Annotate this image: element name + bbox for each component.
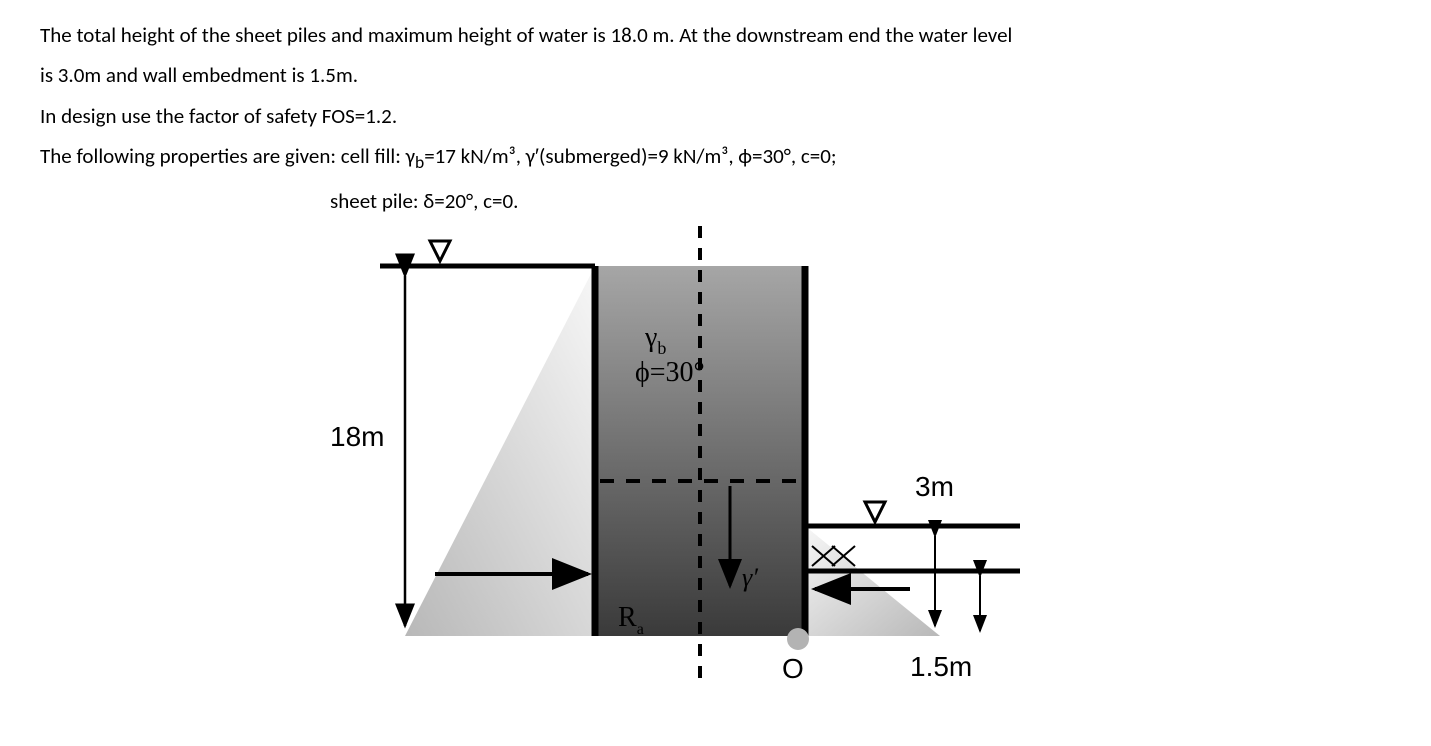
label-3m: 3m — [915, 471, 954, 502]
phi-label: ϕ=30° — [635, 357, 705, 388]
height-label: 18m — [330, 421, 384, 452]
label-o: O — [782, 653, 804, 684]
label-1p5m: 1.5m — [910, 651, 972, 682]
upstream-water-symbol — [430, 241, 450, 261]
downstream-pressure-triangle — [805, 526, 940, 636]
gamma-prime-label: γ′ — [742, 563, 758, 592]
ds-water-symbol — [865, 502, 885, 522]
problem-line-1: The total height of the sheet piles and … — [40, 20, 1391, 50]
upstream-pressure-triangle — [405, 266, 595, 636]
cofferdam-diagram: 18m γb ϕ=30° γ′ Ra 3m 1.5m O — [320, 226, 1320, 726]
problem-line-2: is 3.0m and wall embedment is 1.5m. — [40, 60, 1391, 90]
problem-line-4: The following properties are given: cell… — [40, 141, 1391, 176]
pivot-o — [787, 628, 809, 650]
problem-line-5: sheet pile: δ=20°, c=0. — [330, 186, 1391, 216]
problem-line-3: In design use the factor of safety FOS=1… — [40, 101, 1391, 131]
